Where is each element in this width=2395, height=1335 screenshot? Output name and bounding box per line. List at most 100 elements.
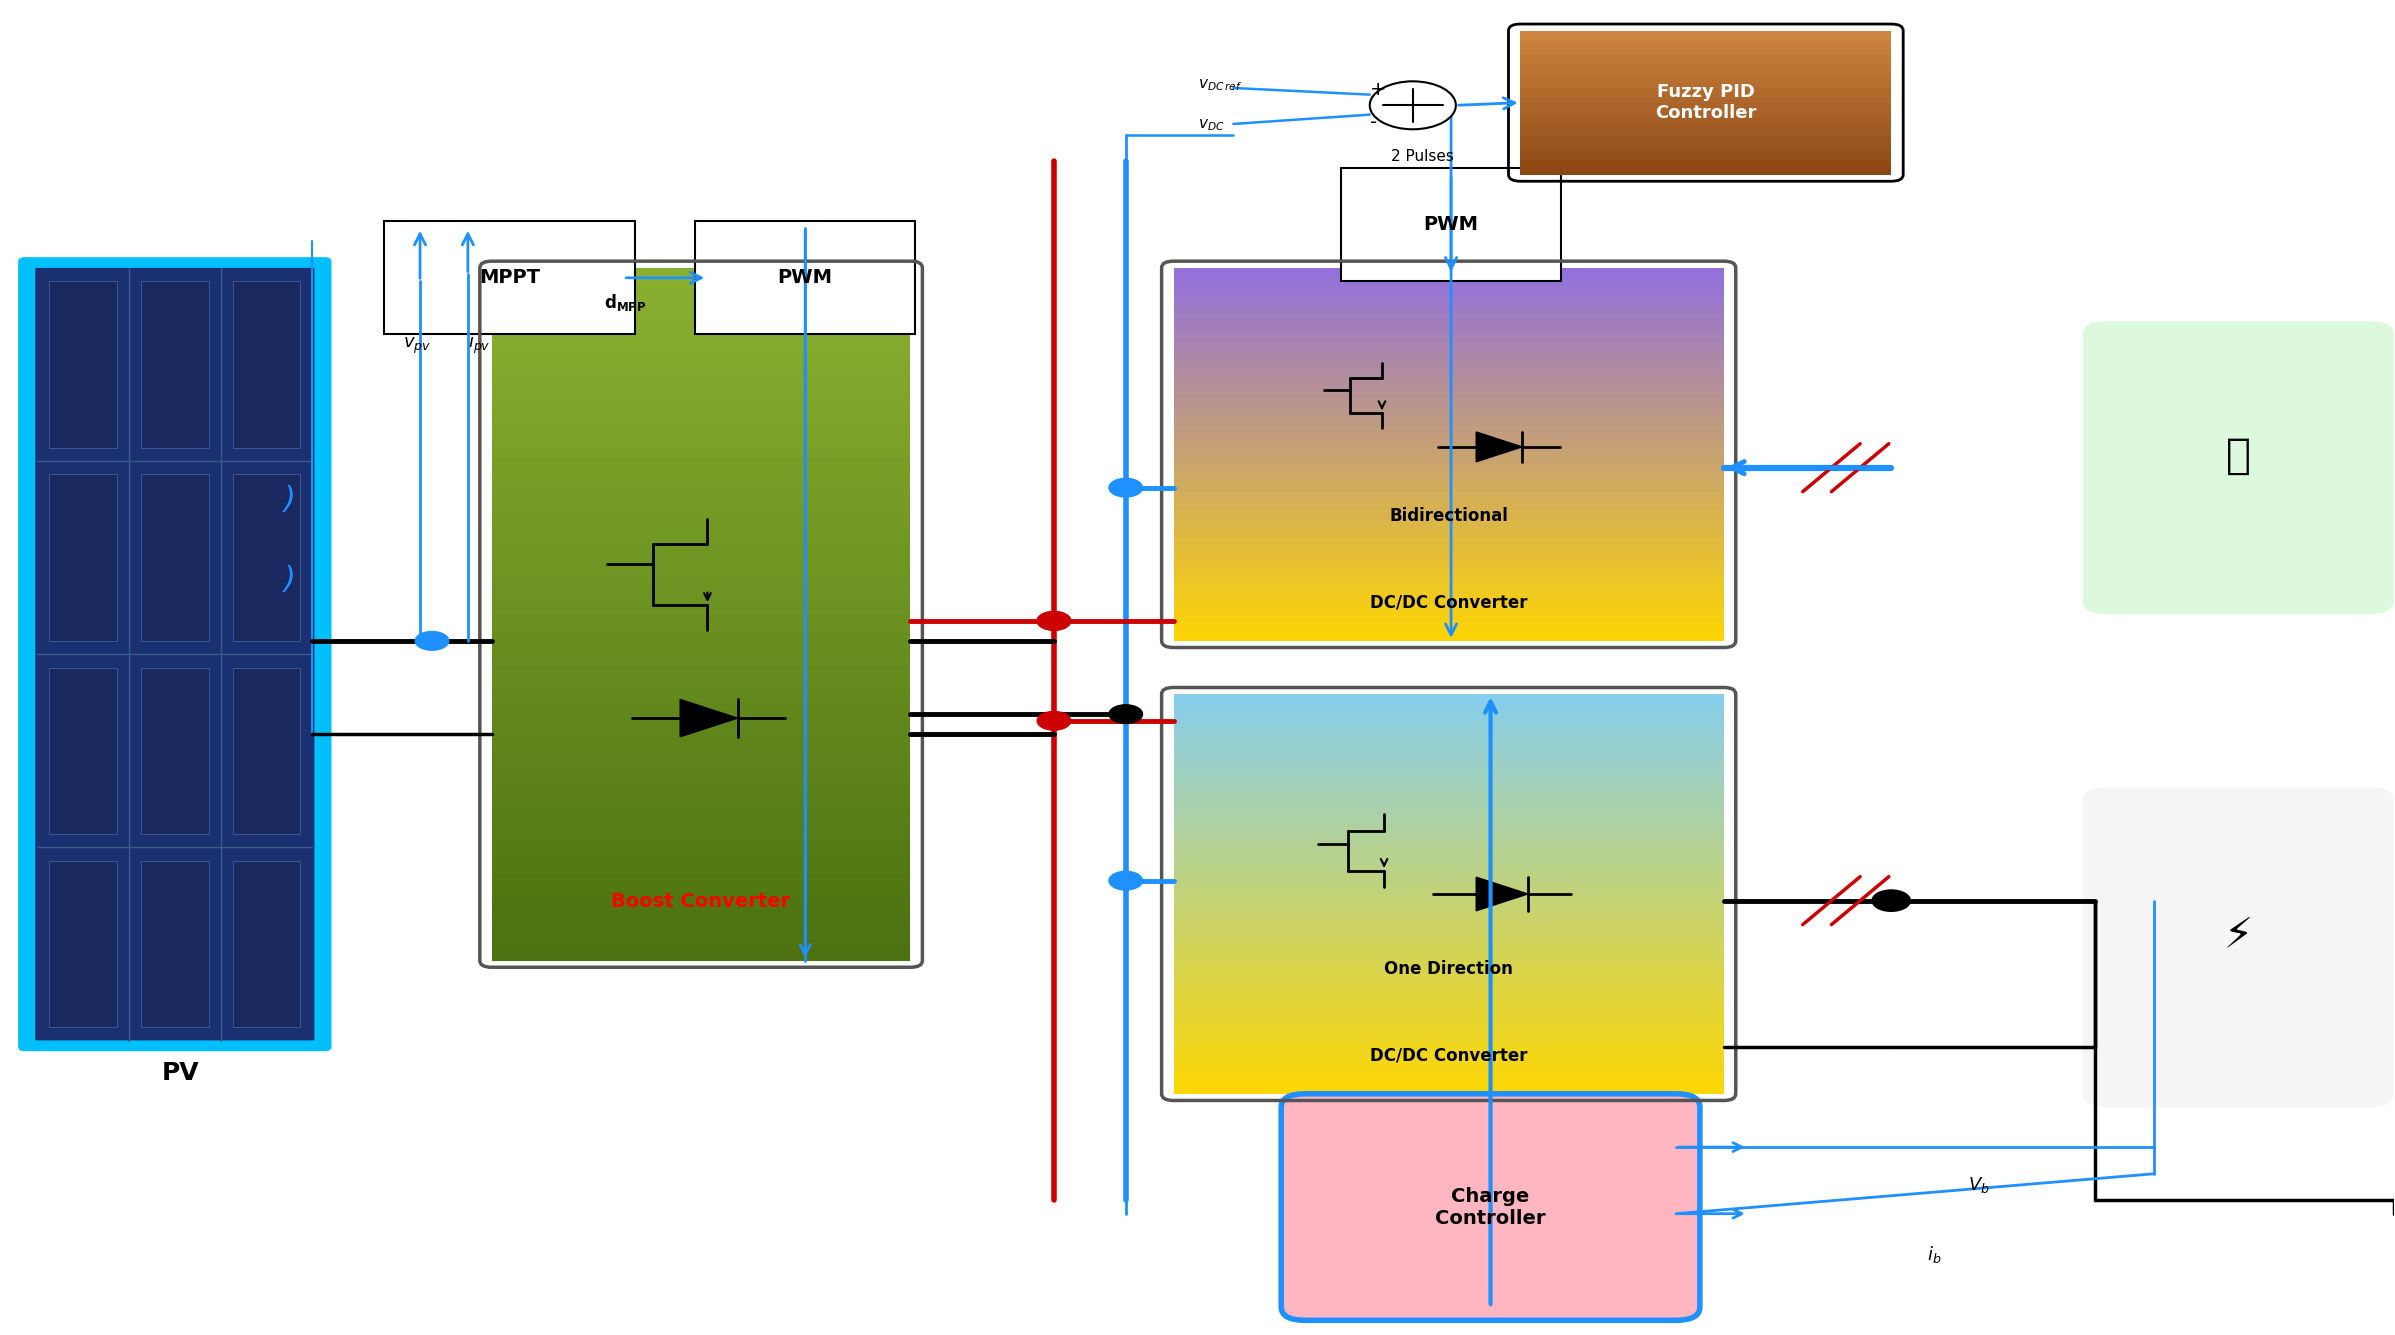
FancyBboxPatch shape bbox=[141, 282, 208, 447]
Bar bbox=[1174, 714, 1724, 724]
Bar bbox=[1174, 1024, 1724, 1033]
Polygon shape bbox=[680, 700, 738, 737]
Circle shape bbox=[1109, 872, 1142, 890]
Text: ): ) bbox=[283, 565, 295, 594]
Bar bbox=[1174, 804, 1724, 814]
Bar bbox=[1174, 734, 1724, 744]
Bar bbox=[491, 684, 910, 701]
Circle shape bbox=[1037, 611, 1071, 630]
Bar bbox=[1174, 944, 1724, 955]
Bar bbox=[1174, 744, 1724, 754]
FancyBboxPatch shape bbox=[50, 668, 117, 834]
Bar bbox=[491, 545, 910, 562]
Bar bbox=[1174, 1073, 1724, 1084]
Text: ⚡: ⚡ bbox=[2223, 914, 2254, 956]
Bar bbox=[491, 338, 910, 354]
FancyBboxPatch shape bbox=[141, 668, 208, 834]
Bar bbox=[1521, 103, 1892, 107]
FancyBboxPatch shape bbox=[383, 222, 635, 335]
Bar bbox=[1174, 622, 1724, 631]
Circle shape bbox=[1037, 611, 1071, 630]
FancyBboxPatch shape bbox=[2084, 322, 2393, 614]
Circle shape bbox=[1370, 81, 1456, 129]
Bar bbox=[1521, 97, 1892, 103]
Bar bbox=[1174, 473, 1724, 482]
Bar bbox=[1174, 398, 1724, 407]
Bar bbox=[1174, 445, 1724, 454]
Bar bbox=[1174, 287, 1724, 296]
Bar bbox=[1174, 975, 1724, 984]
Bar bbox=[491, 320, 910, 338]
Bar bbox=[491, 666, 910, 684]
Bar bbox=[1174, 407, 1724, 417]
Bar bbox=[491, 892, 910, 909]
Bar bbox=[1521, 170, 1892, 175]
FancyBboxPatch shape bbox=[1341, 168, 1562, 282]
Bar bbox=[1174, 854, 1724, 864]
Bar bbox=[1174, 794, 1724, 804]
Bar bbox=[1174, 955, 1724, 964]
Bar bbox=[1174, 454, 1724, 463]
Text: $v_{DC}$: $v_{DC}$ bbox=[1198, 117, 1224, 132]
Bar bbox=[1174, 724, 1724, 734]
Bar bbox=[491, 874, 910, 892]
Bar bbox=[1174, 547, 1724, 557]
Text: DC/DC Converter: DC/DC Converter bbox=[1370, 594, 1528, 611]
Text: Charge
Controller: Charge Controller bbox=[1435, 1187, 1545, 1228]
Bar bbox=[1521, 146, 1892, 151]
Bar bbox=[1174, 1084, 1724, 1093]
Bar bbox=[1521, 131, 1892, 136]
Bar bbox=[491, 944, 910, 961]
Bar bbox=[1174, 844, 1724, 854]
Bar bbox=[491, 840, 910, 857]
Bar bbox=[1174, 360, 1724, 370]
Bar bbox=[1174, 764, 1724, 774]
Bar bbox=[1521, 84, 1892, 88]
Bar bbox=[1174, 1064, 1724, 1073]
Bar bbox=[1521, 166, 1892, 170]
Bar bbox=[1174, 1013, 1724, 1024]
Text: $v_{pv}$: $v_{pv}$ bbox=[402, 335, 431, 355]
Bar bbox=[1174, 585, 1724, 594]
Bar bbox=[1174, 351, 1724, 360]
Bar bbox=[491, 736, 910, 753]
Text: PWM: PWM bbox=[1423, 215, 1478, 234]
Text: PWM: PWM bbox=[778, 268, 833, 287]
FancyBboxPatch shape bbox=[232, 282, 299, 447]
Text: +: + bbox=[1370, 80, 1387, 99]
Text: $i_{pv}$: $i_{pv}$ bbox=[467, 331, 491, 355]
FancyBboxPatch shape bbox=[19, 258, 331, 1051]
Polygon shape bbox=[1475, 433, 1523, 462]
Bar bbox=[1174, 510, 1724, 519]
Bar bbox=[491, 822, 910, 840]
Bar bbox=[491, 441, 910, 458]
Bar bbox=[491, 805, 910, 822]
FancyBboxPatch shape bbox=[141, 861, 208, 1027]
Text: PV: PV bbox=[163, 1061, 199, 1085]
Bar bbox=[1174, 754, 1724, 764]
Bar bbox=[1521, 79, 1892, 84]
Bar bbox=[491, 926, 910, 944]
Bar bbox=[1174, 924, 1724, 934]
Bar bbox=[1174, 278, 1724, 287]
Bar bbox=[1174, 435, 1724, 445]
Bar bbox=[491, 371, 910, 388]
Bar bbox=[491, 909, 910, 926]
FancyBboxPatch shape bbox=[141, 474, 208, 641]
Bar bbox=[491, 579, 910, 597]
Bar bbox=[1174, 613, 1724, 622]
Bar bbox=[1521, 64, 1892, 69]
Bar bbox=[491, 614, 910, 631]
Bar bbox=[491, 475, 910, 493]
FancyBboxPatch shape bbox=[232, 668, 299, 834]
Bar bbox=[1174, 538, 1724, 547]
FancyBboxPatch shape bbox=[232, 861, 299, 1027]
Bar bbox=[491, 788, 910, 805]
Bar bbox=[491, 458, 910, 475]
Bar bbox=[1174, 268, 1724, 278]
Text: ): ) bbox=[283, 485, 295, 514]
FancyBboxPatch shape bbox=[232, 474, 299, 641]
Bar bbox=[491, 286, 910, 303]
Bar bbox=[1521, 73, 1892, 79]
Bar bbox=[1521, 69, 1892, 73]
